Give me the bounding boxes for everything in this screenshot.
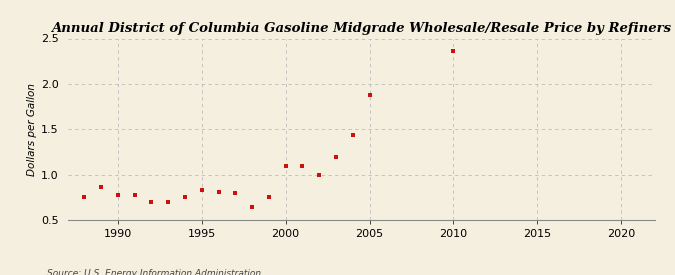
Text: Source: U.S. Energy Information Administration: Source: U.S. Energy Information Administ…: [47, 269, 261, 275]
Point: [280, 163, 291, 168]
Point: [79, 195, 90, 200]
Point: [348, 133, 358, 137]
Point: [213, 190, 224, 194]
Point: [146, 200, 157, 204]
Point: [297, 163, 308, 168]
Point: [246, 205, 257, 209]
Title: Annual District of Columbia Gasoline Midgrade Wholesale/Resale Price by Refiners: Annual District of Columbia Gasoline Mid…: [51, 21, 671, 35]
Y-axis label: Dollars per Gallon: Dollars per Gallon: [26, 83, 36, 176]
Point: [96, 185, 107, 189]
Point: [180, 195, 190, 199]
Point: [314, 172, 325, 177]
Point: [364, 93, 375, 97]
Point: [331, 155, 342, 160]
Point: [230, 191, 241, 196]
Point: [263, 195, 274, 199]
Point: [448, 49, 459, 53]
Point: [196, 187, 207, 192]
Point: [113, 193, 124, 197]
Point: [163, 200, 173, 205]
Point: [129, 193, 140, 197]
